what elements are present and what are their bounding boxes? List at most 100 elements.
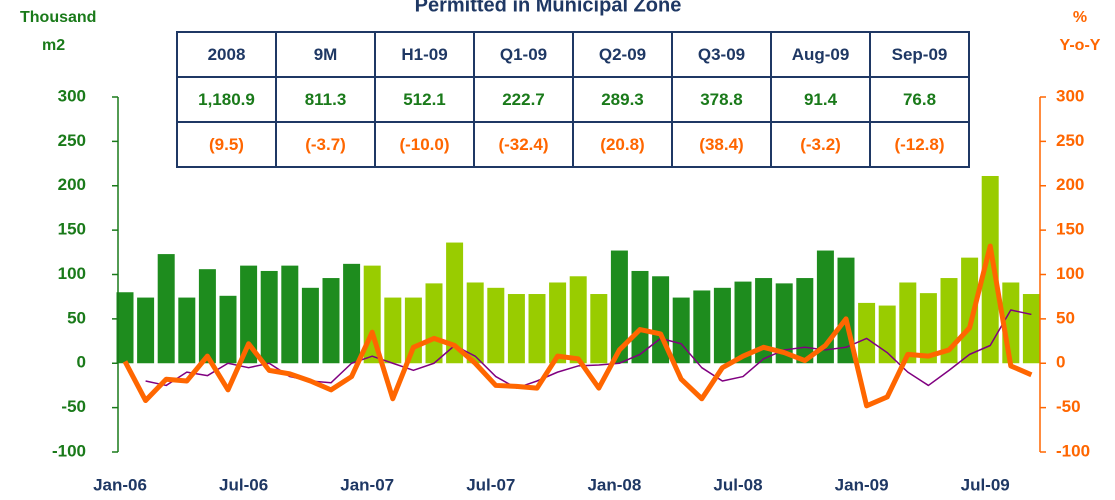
bar — [137, 297, 155, 364]
x-tick-label: Jan-06 — [93, 475, 147, 494]
table-cell: (20.8) — [572, 121, 673, 168]
bar — [734, 281, 752, 364]
table-cell: (-3.2) — [770, 121, 871, 168]
y-axis-label: m2 — [42, 37, 65, 54]
bar — [1022, 294, 1040, 364]
bar — [631, 270, 649, 364]
y-tick-label: -100 — [52, 441, 86, 460]
y-tick-label: 200 — [58, 175, 86, 194]
y-tick-label: 250 — [58, 131, 86, 150]
table-cell: Aug-09 — [770, 31, 871, 78]
bar — [590, 294, 608, 364]
table-cell: 222.7 — [473, 76, 574, 123]
bar — [260, 270, 278, 364]
table-cell: (-32.4) — [473, 121, 574, 168]
bar — [858, 302, 876, 364]
table-cell: 76.8 — [869, 76, 970, 123]
x-tick-label: Jul-09 — [961, 475, 1010, 494]
bar — [878, 305, 896, 364]
x-tick-label: Jul-06 — [219, 475, 268, 494]
bar — [919, 293, 937, 364]
lines — [122, 243, 1033, 409]
bar — [816, 250, 834, 364]
y2-tick-label: 150 — [1056, 220, 1084, 239]
table-cell: 512.1 — [374, 76, 475, 123]
y2-tick-label: 0 — [1056, 353, 1065, 372]
bar — [343, 263, 361, 364]
bar — [116, 292, 134, 364]
table-cell: Sep-09 — [869, 31, 970, 78]
bar — [322, 278, 340, 364]
bar — [693, 290, 711, 364]
bar — [899, 282, 917, 364]
table-cell: (-10.0) — [374, 121, 475, 168]
bar — [198, 269, 216, 364]
y-tick-label: 50 — [67, 308, 86, 327]
summary-table: 2008 9M H1-09 Q1-09 Q2-09 Q3-09 Aug-09 Sep-09 1,… — [176, 31, 970, 168]
table-cell: 2008 — [176, 31, 277, 78]
bar — [507, 294, 525, 364]
table-cell: 9M — [275, 31, 376, 78]
table-cell: (-3.7) — [275, 121, 376, 168]
x-tick-label: Jan-08 — [587, 475, 641, 494]
bar — [178, 297, 196, 364]
y2-tick-label: -50 — [1056, 397, 1081, 416]
x-tick-label: Jul-07 — [466, 475, 515, 494]
table-cell: Q1-09 — [473, 31, 574, 78]
table-cell: 378.8 — [671, 76, 772, 123]
x-tick-label: Jan-09 — [835, 475, 889, 494]
bar — [384, 297, 402, 364]
y-tick-label: 300 — [58, 86, 86, 105]
table-cell: Q2-09 — [572, 31, 673, 78]
table-cell: 811.3 — [275, 76, 376, 123]
bar — [281, 265, 299, 364]
table-cell: 289.3 — [572, 76, 673, 123]
table-cell: (9.5) — [176, 121, 277, 168]
bar — [961, 257, 979, 364]
y-tick-label: -50 — [61, 397, 86, 416]
y2-axis-label: % — [1073, 9, 1087, 26]
table-cell: (38.4) — [671, 121, 772, 168]
x-tick-label: Jul-08 — [713, 475, 762, 494]
bar — [301, 287, 319, 364]
bar — [528, 294, 546, 364]
bar — [487, 287, 505, 364]
bar — [240, 265, 258, 364]
y-tick-label: 100 — [58, 264, 86, 283]
bar — [713, 287, 731, 364]
bar — [549, 282, 567, 364]
table-cell: (-12.8) — [869, 121, 970, 168]
bar — [672, 297, 690, 364]
bar — [569, 276, 587, 364]
table-cell: Q3-09 — [671, 31, 772, 78]
table-cell: 1,180.9 — [176, 76, 277, 123]
y-tick-label: 0 — [77, 353, 86, 372]
y2-tick-label: -100 — [1056, 441, 1090, 460]
y-axis-label: Thousand — [20, 9, 96, 26]
y2-tick-label: 100 — [1056, 264, 1084, 283]
bar — [425, 283, 443, 364]
chart-title: Permitted in Municipal Zone — [415, 0, 682, 16]
y2-tick-label: 250 — [1056, 131, 1084, 150]
bar — [981, 175, 999, 364]
table-cell: H1-09 — [374, 31, 475, 78]
bar — [446, 242, 464, 364]
bar — [219, 295, 237, 364]
table-cell: 91.4 — [770, 76, 871, 123]
bar — [775, 283, 793, 364]
x-tick-label: Jan-07 — [340, 475, 394, 494]
y2-tick-label: 300 — [1056, 86, 1084, 105]
line — [122, 243, 1033, 409]
y2-tick-label: 50 — [1056, 308, 1075, 327]
y-tick-label: 150 — [58, 220, 86, 239]
bar — [755, 278, 773, 364]
bars — [116, 175, 1040, 364]
bar — [796, 278, 814, 364]
bar — [157, 254, 175, 364]
bar — [466, 282, 484, 364]
bar — [610, 250, 628, 364]
y2-tick-label: 200 — [1056, 175, 1084, 194]
y2-axis-label: Y-o-Y — [1060, 37, 1101, 54]
